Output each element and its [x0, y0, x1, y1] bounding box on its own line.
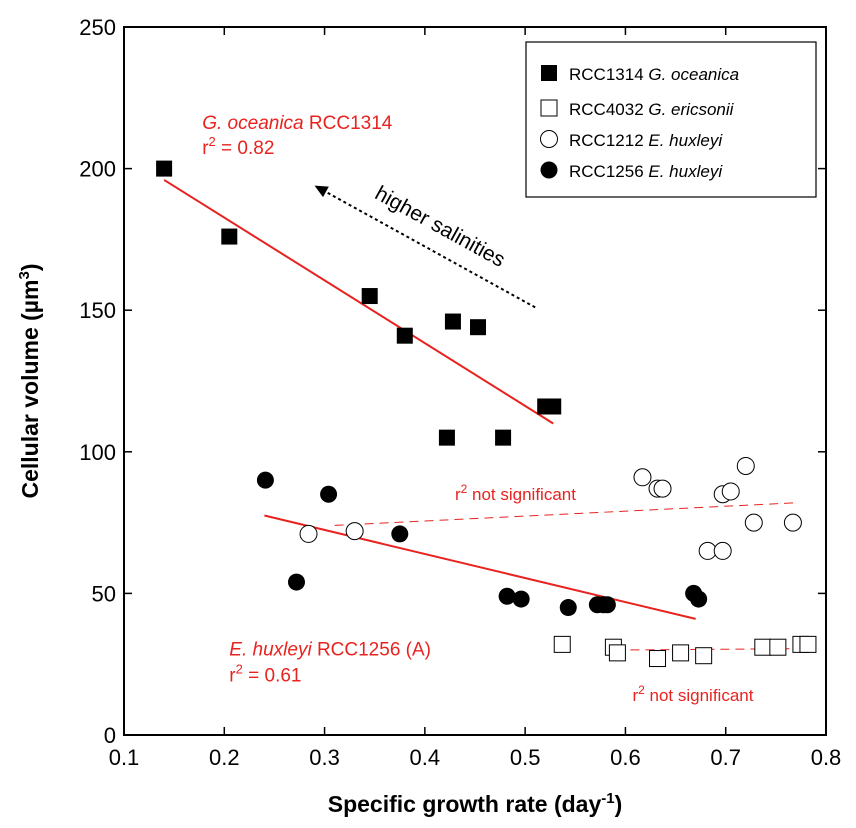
- oceanica-r2-label: r2 = 0.82: [202, 134, 274, 159]
- x-tick-label: 0.8: [811, 745, 842, 770]
- fit-line: [163, 179, 554, 425]
- salinity-arrowhead: [314, 185, 329, 198]
- not-significant-upper-label: r2 not significant: [455, 482, 576, 504]
- data-point: [498, 587, 516, 605]
- legend-marker: [541, 65, 557, 81]
- huxleyi-fit-label: E. huxleyi RCC1256 (A): [229, 640, 431, 661]
- data-point: [345, 522, 364, 541]
- data-point: [754, 638, 772, 656]
- data-point: [470, 319, 487, 336]
- legend: RCC1314 G. oceanica RCC4032 G. ericsonii…: [525, 41, 817, 198]
- data-point: [769, 638, 787, 656]
- data-point: [672, 644, 690, 662]
- data-point: [799, 635, 817, 653]
- axis-ticks: 0.1 0.2 0.3 0.4 0.5 0.6 0.7 0.8 0 50 100 150 200 250: [79, 15, 841, 770]
- x-tick-label: 0.5: [510, 745, 541, 770]
- x-tick-label: 0.1: [109, 745, 140, 770]
- data-point: [495, 429, 512, 446]
- y-axis-title: Cellular volume (µm3): [16, 263, 43, 498]
- x-tick-label: 0.7: [710, 745, 741, 770]
- data-point: [649, 650, 667, 668]
- y-tick-label: 50: [92, 581, 116, 606]
- data-point: [598, 596, 616, 614]
- legend-entry-rcc1314: RCC1314 G. oceanica: [569, 65, 739, 84]
- data-point: [690, 590, 708, 608]
- data-point: [156, 160, 173, 177]
- legend-entry-rcc1212: RCC1212 E. huxleyi: [569, 131, 723, 150]
- data-point: [256, 471, 274, 489]
- x-tick-label: 0.3: [309, 745, 340, 770]
- data-point: [512, 590, 530, 608]
- fit-line-dashed: [334, 502, 796, 526]
- data-point: [698, 541, 717, 560]
- data-point: [299, 524, 318, 543]
- fit-line: [264, 514, 696, 620]
- data-point: [221, 228, 238, 245]
- not-significant-lower-label: r2 not significant: [632, 683, 753, 705]
- legend-markers: [540, 65, 558, 179]
- legend-entry-rcc4032: RCC4032 G. ericsonii: [569, 100, 735, 119]
- y-tick-label: 250: [79, 15, 116, 40]
- data-point: [396, 327, 413, 344]
- data-point: [695, 647, 713, 665]
- data-point: [320, 485, 338, 503]
- annotations: G. oceanica RCC1314 r2 = 0.82 E. huxleyi…: [202, 113, 754, 705]
- data-point: [783, 513, 802, 532]
- data-point: [287, 573, 305, 591]
- data-point: [721, 482, 740, 501]
- y-tick-label: 200: [79, 157, 116, 182]
- data-point: [553, 635, 571, 653]
- y-tick-label: 150: [79, 298, 116, 323]
- data-point: [736, 456, 755, 475]
- huxleyi-r2-label: r2 = 0.61: [229, 662, 301, 687]
- data-point: [633, 468, 652, 487]
- data-point: [559, 599, 577, 617]
- plot-frame: [123, 26, 827, 736]
- data-point: [391, 525, 409, 543]
- data-point: [608, 644, 626, 662]
- data-point: [744, 513, 763, 532]
- data-points: [156, 160, 817, 668]
- data-point: [545, 398, 562, 415]
- y-tick-label: 100: [79, 440, 116, 465]
- salinity-label: higher salinities: [371, 182, 509, 272]
- data-point: [438, 429, 455, 446]
- x-axis-title: Specific growth rate (day-1): [328, 790, 623, 817]
- data-point: [444, 313, 461, 330]
- legend-marker: [540, 161, 558, 179]
- legend-box: [525, 41, 817, 198]
- data-point: [653, 479, 672, 498]
- legend-marker: [540, 130, 558, 148]
- data-point: [713, 541, 732, 560]
- x-tick-label: 0.4: [410, 745, 441, 770]
- oceanica-fit-label: G. oceanica RCC1314: [202, 113, 393, 134]
- x-tick-label: 0.6: [610, 745, 641, 770]
- legend-marker: [540, 99, 558, 117]
- data-point: [361, 288, 378, 305]
- legend-entry-rcc1256: RCC1256 E. huxleyi: [569, 162, 723, 181]
- salinity-arrow: [322, 189, 536, 309]
- y-tick-label: 0: [104, 723, 116, 748]
- x-tick-label: 0.2: [209, 745, 240, 770]
